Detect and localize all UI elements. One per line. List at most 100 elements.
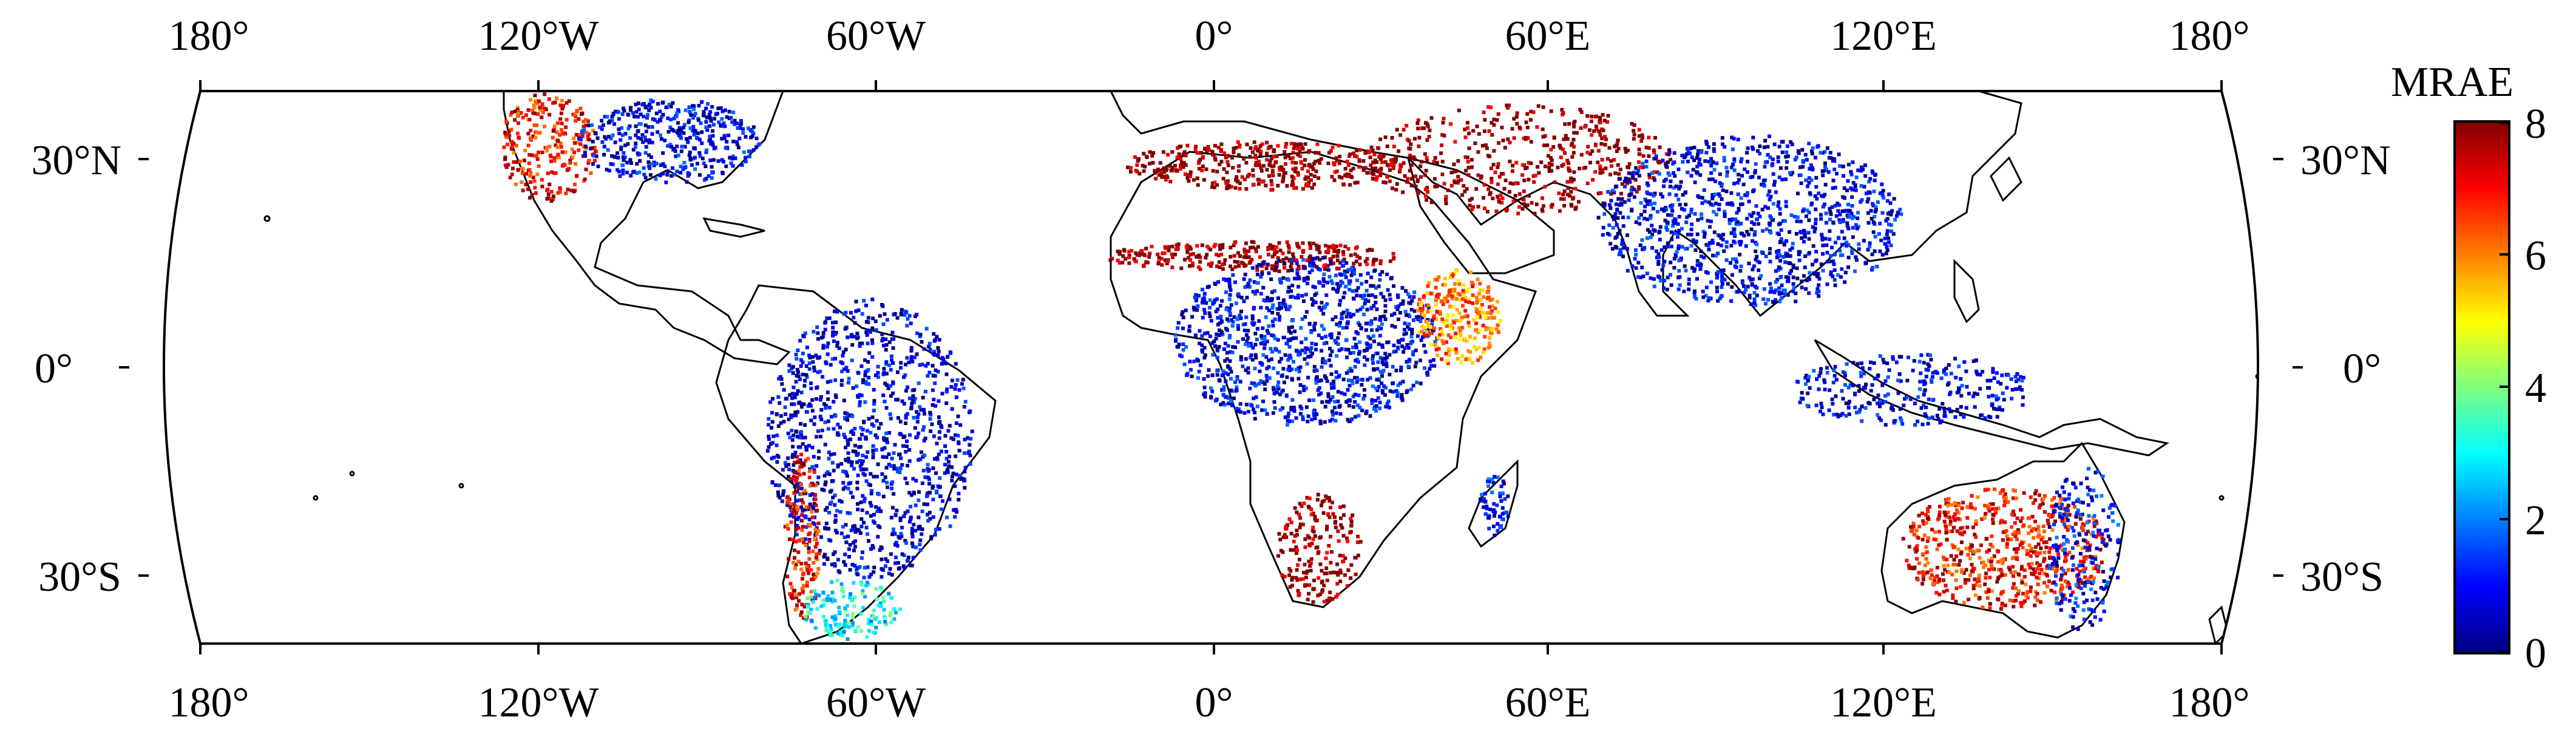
mrae-point (1301, 577, 1305, 581)
mrae-point (1252, 381, 1256, 386)
mrae-point (845, 604, 849, 608)
mrae-point (852, 335, 856, 339)
mrae-point (1404, 332, 1408, 336)
mrae-point (1598, 133, 1602, 137)
mrae-point (813, 522, 816, 526)
mrae-point (1341, 504, 1346, 508)
mrae-point (645, 129, 648, 134)
mrae-point (800, 492, 804, 496)
mrae-point (733, 122, 737, 126)
mrae-point (1295, 272, 1300, 276)
mrae-point (1466, 160, 1470, 164)
mrae-point (1269, 178, 1273, 183)
mrae-point (1345, 174, 1349, 178)
mrae-point (853, 526, 857, 531)
mrae-point (621, 155, 625, 159)
mrae-point (1463, 314, 1467, 319)
mrae-point (634, 133, 638, 137)
mrae-point (1391, 251, 1395, 256)
mrae-point (1139, 249, 1144, 253)
mrae-point (1177, 342, 1181, 347)
mrae-point (1556, 165, 1560, 169)
mrae-point (1779, 166, 1783, 170)
mrae-point (632, 115, 637, 119)
mrae-point (1792, 214, 1797, 219)
mrae-point (1476, 358, 1480, 362)
mrae-point (877, 492, 881, 497)
mrae-point (1451, 305, 1456, 309)
mrae-point (1281, 389, 1285, 393)
mrae-point (1531, 174, 1536, 178)
mrae-point (1257, 319, 1261, 323)
mrae-point (1337, 375, 1341, 379)
mrae-point (954, 383, 958, 387)
mrae-point (933, 381, 937, 386)
mrae-point (541, 110, 545, 115)
mrae-point (917, 490, 921, 494)
mrae-point (530, 192, 534, 197)
mrae-point (837, 605, 841, 610)
mrae-point (1184, 245, 1188, 249)
mrae-point (1550, 205, 1553, 209)
mrae-point (900, 463, 904, 467)
mrae-point (796, 410, 800, 414)
mrae-point (1258, 369, 1262, 373)
mrae-point (1598, 167, 1602, 171)
mrae-point (1337, 324, 1341, 328)
mrae-point (798, 458, 802, 462)
mrae-point (1321, 357, 1325, 361)
mrae-point (688, 135, 692, 140)
mrae-point (872, 475, 876, 478)
mrae-point (1423, 325, 1428, 329)
mrae-point (1532, 180, 1536, 184)
mrae-point (933, 532, 937, 537)
mrae-point (912, 400, 916, 404)
mrae-point (1167, 248, 1171, 253)
mrae-point (1349, 563, 1354, 567)
mrae-point (1221, 369, 1225, 373)
mrae-point (1365, 307, 1369, 311)
mrae-point (901, 444, 905, 448)
mrae-point (831, 495, 835, 500)
mrae-point (1222, 393, 1226, 397)
mrae-point (1138, 251, 1142, 255)
mrae-point (658, 118, 662, 123)
mrae-point (870, 415, 875, 420)
mrae-point (884, 557, 888, 561)
map-area (164, 91, 2258, 644)
mrae-point (516, 112, 520, 116)
mrae-point (884, 437, 889, 441)
mrae-point (824, 628, 829, 633)
mrae-point (1453, 335, 1457, 339)
mrae-point (1454, 270, 1458, 274)
mrae-point (866, 316, 870, 320)
mrae-point (767, 434, 771, 438)
mrae-point (850, 463, 854, 467)
mrae-point (546, 192, 551, 196)
mrae-point (1408, 169, 1412, 173)
mrae-point (1270, 157, 1274, 160)
mrae-point (882, 371, 886, 375)
mrae-point (603, 135, 607, 139)
mrae-point (1486, 327, 1491, 331)
mrae-point (855, 480, 859, 484)
mrae-point (1292, 406, 1296, 410)
mrae-point (1289, 548, 1293, 552)
mrae-point (1239, 310, 1243, 313)
mrae-point (1250, 266, 1255, 270)
mrae-point (781, 493, 785, 497)
mrae-point (833, 616, 838, 620)
mrae-point (583, 151, 587, 155)
mrae-point (1700, 195, 1704, 200)
mrae-point (1415, 308, 1420, 313)
mrae-point (1248, 155, 1252, 159)
mrae-point (833, 528, 838, 532)
mrae-point (1426, 310, 1430, 314)
mrae-point (1272, 387, 1276, 392)
mrae-point (838, 610, 841, 614)
mrae-point (1307, 536, 1312, 540)
mrae-point (1181, 152, 1185, 157)
mrae-point (1368, 151, 1372, 155)
mrae-point (909, 321, 913, 325)
mrae-point (1289, 406, 1293, 410)
